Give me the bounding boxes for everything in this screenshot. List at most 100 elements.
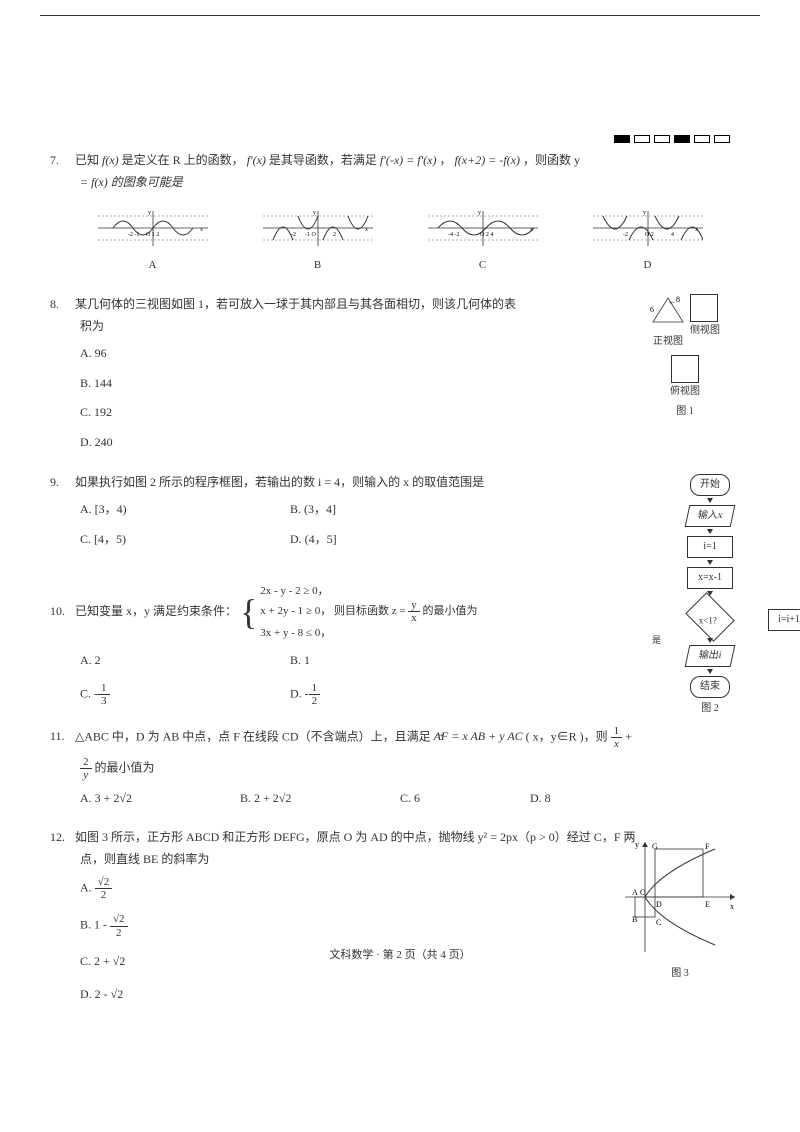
- q7-text-b: 是定义在 R 上的函数，: [122, 153, 244, 167]
- q12-caption: 图 3: [620, 965, 740, 983]
- q10-options: A. 2 B. 1 C. -13 D. -12: [80, 650, 750, 707]
- q10-c2: x + 2y - 1 ≥ 0，: [260, 605, 331, 617]
- q9-opt-a: A. [3，4): [80, 499, 260, 521]
- q7-comma: ，: [439, 153, 451, 167]
- q10-opt-c: C. -13: [80, 682, 260, 707]
- svg-text:x: x: [365, 227, 368, 233]
- question-11: 11. △ABC 中，D 为 AB 中点，点 F 在线段 CD（不含端点）上，且…: [50, 725, 750, 809]
- q11-plus: +: [625, 729, 632, 743]
- mark-3: [654, 135, 670, 143]
- svg-text:y: y: [313, 210, 316, 216]
- q9-options: A. [3，4) B. (3，4] C. [4，5) D. (4，5]: [80, 499, 750, 550]
- svg-text:O 2 4: O 2 4: [480, 232, 493, 238]
- flow-input: 输入x: [685, 505, 736, 527]
- flow-start: 开始: [690, 474, 730, 496]
- svg-text:A: A: [632, 888, 638, 897]
- svg-text:y: y: [643, 210, 646, 216]
- svg-text:4: 4: [671, 232, 674, 238]
- q9-num: 9.: [50, 472, 72, 494]
- svg-text:O 1 2: O 1 2: [146, 232, 159, 238]
- content-area: 7. 已知 f(x) 是定义在 R 上的函数， f'(x) 是其导函数，若满足 …: [50, 150, 750, 1006]
- q7-cond2: f(x+2) = -f(x): [454, 153, 520, 167]
- q8-front-label: 正视图: [650, 333, 686, 351]
- svg-text:-2: -2: [291, 232, 296, 238]
- svg-text:x: x: [530, 227, 533, 233]
- q10-c1: 2x - y - 2 ≥ 0，: [260, 583, 477, 600]
- answer-marks: [614, 135, 730, 143]
- svg-text:O 2: O 2: [645, 232, 654, 238]
- q9-opt-b: B. (3，4]: [290, 499, 470, 521]
- q11-text-c: 的最小值为: [95, 761, 155, 775]
- mark-4: [674, 135, 690, 143]
- svg-text:G: G: [652, 842, 658, 851]
- svg-text:←: ←: [668, 297, 676, 306]
- q9-text: 如果执行如图 2 所示的程序框图，若输出的数 i = 4，则输入的 x 的取值范…: [75, 475, 484, 489]
- page-footer: 文科数学 · 第 2 页（共 4 页）: [0, 946, 800, 962]
- q7-text-c: 是其导函数，若满足: [269, 153, 377, 167]
- svg-text:y: y: [148, 210, 151, 216]
- q10-opt-d: D. -12: [290, 682, 470, 707]
- mark-1: [614, 135, 630, 143]
- q7-label-d: D: [593, 256, 703, 276]
- q8-front-view: 6 ←8: [650, 294, 686, 326]
- q10-c3: 3x + y - 8 ≤ 0，: [260, 625, 477, 642]
- page-top-rule: [40, 15, 760, 16]
- svg-text:y: y: [635, 840, 639, 849]
- question-8: 8. 某几何体的三视图如图 1，若可放入一球于其内部且与其各面相切，则该几何体的…: [50, 294, 750, 454]
- q10-num: 10.: [50, 601, 72, 623]
- flow-inc: i=i+1: [768, 609, 800, 631]
- q12-opt-d: D. 2 - √2: [80, 984, 720, 1006]
- q11-text-b: ( x，y∈R )，则: [526, 729, 611, 743]
- q7-graph-b: -2-1 O2xy: [263, 201, 373, 256]
- q12-num: 12.: [50, 827, 72, 849]
- q7-text-a: 已知: [75, 153, 99, 167]
- flow-init: i=1: [687, 536, 733, 558]
- q10-opt-b: B. 1: [290, 650, 470, 672]
- q11-opt-d: D. 8: [530, 788, 630, 810]
- mark-2: [634, 135, 650, 143]
- svg-text:8: 8: [676, 295, 680, 304]
- svg-text:-2: -2: [623, 232, 628, 238]
- q10-opt-a: A. 2: [80, 650, 260, 672]
- question-7: 7. 已知 f(x) 是定义在 R 上的函数， f'(x) 是其导函数，若满足 …: [50, 150, 750, 276]
- q8-figure: 6←8 正视图 侧视图 俯视图 图 1: [620, 294, 750, 421]
- mark-6: [714, 135, 730, 143]
- q10-text-b: 则目标函数 z =: [334, 605, 408, 617]
- q7-graph-a: -2 -1O 1 2xy: [98, 201, 208, 256]
- q7-fpx: f'(x): [247, 153, 266, 167]
- question-10: 10. 已知变量 x，y 满足约束条件： { 2x - y - 2 ≥ 0， x…: [50, 580, 750, 708]
- q11-options: A. 3 + 2√2 B. 2 + 2√2 C. 6 D. 8: [80, 788, 750, 810]
- q10-brace: {: [240, 580, 257, 645]
- q8-side-label: 侧视图: [690, 322, 720, 340]
- svg-text:y: y: [478, 210, 481, 216]
- svg-text:-4 -2: -4 -2: [448, 232, 460, 238]
- q10-text-a: 已知变量 x，y 满足约束条件：: [75, 604, 237, 618]
- svg-text:x: x: [695, 227, 698, 233]
- mark-5: [694, 135, 710, 143]
- svg-text:O: O: [640, 888, 646, 897]
- svg-text:B: B: [632, 915, 637, 924]
- q7-num: 7.: [50, 150, 72, 172]
- q8-opt-d: D. 240: [80, 432, 720, 454]
- q7-text-d: ，则函数 y: [523, 153, 580, 167]
- q9-opt-d: D. (4，5]: [290, 529, 470, 551]
- q11-vec: AF = x AB + y AC: [434, 729, 523, 743]
- q7-graph-c: -4 -2 O 2 4 x y: [428, 201, 538, 256]
- svg-text:E: E: [705, 900, 710, 909]
- q11-opt-c: C. 6: [400, 788, 500, 810]
- q10-text-c: 的最小值为: [423, 605, 478, 617]
- q7-label-a: A: [98, 256, 208, 276]
- q7-label-c: C: [428, 256, 538, 276]
- q7-graphs: -2 -1O 1 2xy A -2-1 O2xy B -4 -2O 2 4xy …: [70, 201, 730, 276]
- svg-text:2: 2: [333, 232, 336, 238]
- q11-opt-b: B. 2 + 2√2: [240, 788, 370, 810]
- svg-text:F: F: [705, 842, 710, 851]
- svg-text:D: D: [656, 900, 662, 909]
- q8-top-view: [671, 355, 699, 383]
- svg-text:6: 6: [650, 305, 654, 314]
- q8-text: 某几何体的三视图如图 1，若可放入一球于其内部且与其各面相切，则该几何体的表: [75, 297, 516, 311]
- q8-num: 8.: [50, 294, 72, 316]
- svg-text:x: x: [730, 902, 734, 911]
- svg-text:x: x: [200, 227, 203, 233]
- q12-text-a: 如图 3 所示，正方形 ABCD 和正方形 DEFG，原点 O 为 AD 的中点…: [75, 830, 636, 844]
